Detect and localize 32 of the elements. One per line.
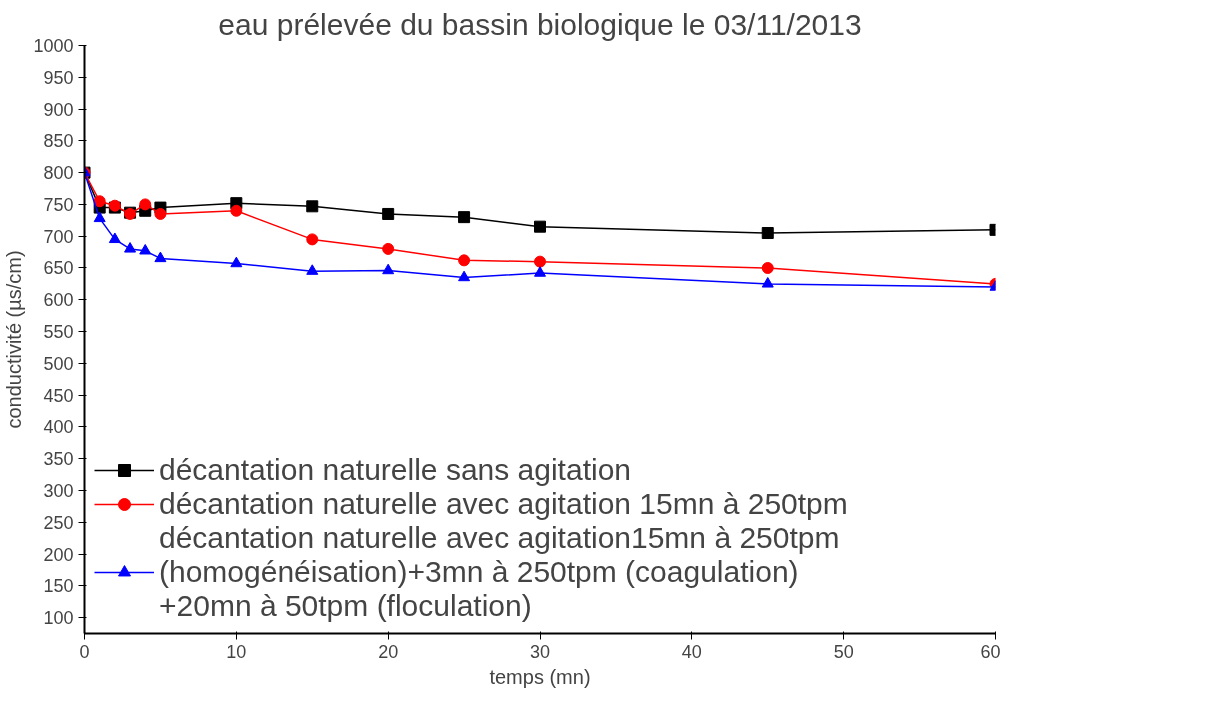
x-tick-label: 30 bbox=[529, 641, 551, 662]
y-tick-label: 100 bbox=[43, 608, 74, 629]
y-tick-label: 900 bbox=[43, 99, 74, 120]
x-tick-label: 40 bbox=[681, 641, 702, 662]
x-tick-label: 50 bbox=[833, 641, 854, 662]
y-tick-label: 400 bbox=[43, 417, 74, 438]
legend-label: décantation naturelle avec agitation 15mn à 250tpm bbox=[159, 487, 848, 521]
y-tick-label: 850 bbox=[43, 131, 74, 152]
x-tick-label: 20 bbox=[378, 641, 399, 662]
y-tick-label: 600 bbox=[43, 290, 74, 311]
y-tick-label: 550 bbox=[43, 322, 74, 343]
y-tick-label: 250 bbox=[43, 512, 74, 533]
x-tick-label: 0 bbox=[79, 641, 90, 662]
y-tick-label: 700 bbox=[43, 226, 74, 247]
y-tick-label: 350 bbox=[43, 449, 74, 470]
legend-label: décantation naturelle sans agitation bbox=[159, 453, 632, 487]
y-tick-label: 950 bbox=[43, 67, 74, 88]
chart-title: eau prélevée du bassin biologique le 03/11/2013 bbox=[218, 7, 862, 41]
y-axis-title: conductivité (µs/cm) bbox=[3, 250, 26, 429]
x-axis-title: temps (mn) bbox=[489, 665, 591, 688]
x-tick-label: 10 bbox=[226, 641, 247, 662]
y-tick-label: 150 bbox=[43, 576, 74, 597]
y-tick-label: 750 bbox=[43, 194, 74, 215]
y-tick-label: 800 bbox=[43, 163, 74, 184]
y-tick-label: 1000 bbox=[33, 36, 74, 56]
y-tick-label: 650 bbox=[43, 258, 74, 279]
x-tick-label: 60 bbox=[980, 641, 1001, 662]
y-tick-label: 450 bbox=[43, 385, 74, 406]
y-tick-label: 300 bbox=[43, 480, 74, 501]
y-tick-label: 500 bbox=[43, 353, 74, 374]
y-tick-label: 200 bbox=[43, 544, 74, 565]
legend-label: décantation naturelle avec agitation15mn à 250tpm (homogénéisation)+3mn à 250tpm (coagulation) +20mn à 50tpm (floculation) bbox=[159, 521, 840, 623]
